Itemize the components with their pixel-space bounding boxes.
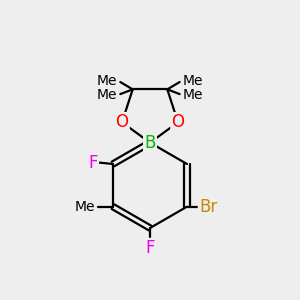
Text: Me: Me <box>183 74 203 88</box>
Text: Me: Me <box>183 88 203 102</box>
Text: O: O <box>116 113 128 131</box>
Text: Me: Me <box>97 88 117 102</box>
Text: Me: Me <box>74 200 95 214</box>
Text: O: O <box>172 113 184 131</box>
Text: B: B <box>144 134 156 152</box>
Text: Br: Br <box>199 198 217 216</box>
Text: F: F <box>145 239 155 257</box>
Text: Me: Me <box>97 74 117 88</box>
Text: F: F <box>88 154 98 172</box>
